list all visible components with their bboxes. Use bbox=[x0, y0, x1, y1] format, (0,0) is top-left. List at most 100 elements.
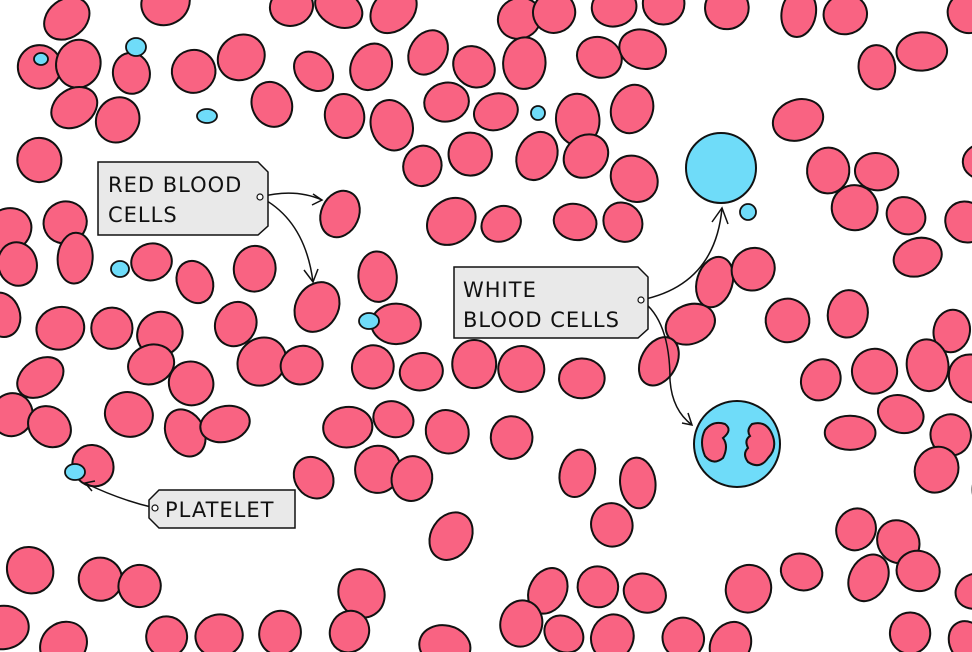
red-blood-cell bbox=[708, 620, 753, 652]
red-blood-cell bbox=[213, 300, 258, 348]
red-blood-cell bbox=[590, 502, 634, 548]
red-blood-cell bbox=[328, 609, 371, 652]
arrow-rbc-1 bbox=[259, 192, 323, 201]
white-blood-cell-neutrophil bbox=[693, 400, 781, 488]
red-blood-cell bbox=[194, 613, 244, 652]
platelet bbox=[64, 463, 86, 481]
platelets bbox=[33, 37, 757, 481]
red-blood-cell bbox=[552, 202, 598, 242]
red-blood-cell bbox=[145, 615, 189, 652]
red-blood-cell bbox=[602, 201, 644, 243]
red-blood-cell bbox=[39, 620, 88, 652]
red-blood-cell bbox=[799, 358, 842, 402]
red-blood-cell bbox=[16, 356, 65, 399]
red-blood-cell bbox=[764, 297, 811, 344]
red-blood-cell bbox=[850, 347, 899, 395]
red-blood-cell bbox=[90, 306, 134, 350]
red-blood-cell bbox=[619, 456, 657, 510]
platelet bbox=[196, 108, 218, 124]
red-blood-cell bbox=[618, 28, 667, 70]
red-blood-cell bbox=[779, 552, 824, 592]
red-blood-cell bbox=[835, 507, 877, 552]
red-blood-cell bbox=[704, 0, 750, 31]
red-blood-cell bbox=[944, 200, 972, 244]
red-blood-cell bbox=[724, 563, 773, 614]
label-text: WHITE bbox=[463, 278, 537, 302]
red-blood-cell bbox=[349, 42, 394, 92]
arrowhead-icon bbox=[711, 206, 729, 225]
label-text: BLOOD CELLS bbox=[463, 308, 620, 332]
red-blood-cell bbox=[293, 281, 341, 333]
red-blood-cell bbox=[322, 405, 374, 449]
label-red-blood-cells: RED BLOOD CELLS bbox=[97, 161, 269, 236]
red-blood-cell bbox=[489, 415, 534, 460]
red-blood-cell bbox=[279, 344, 324, 386]
red-blood-cell bbox=[609, 83, 655, 135]
red-blood-cell bbox=[407, 29, 449, 76]
red-blood-cell bbox=[5, 545, 55, 595]
red-blood-cell bbox=[423, 81, 470, 123]
red-blood-cell bbox=[258, 609, 302, 652]
red-blood-cell bbox=[250, 80, 294, 128]
red-blood-cell bbox=[402, 144, 443, 188]
red-blood-cell bbox=[27, 405, 72, 449]
red-blood-cell bbox=[946, 0, 972, 35]
red-blood-cell bbox=[497, 345, 546, 393]
red-blood-cell bbox=[0, 241, 38, 287]
red-blood-cell bbox=[35, 305, 86, 351]
red-blood-cell bbox=[426, 196, 477, 246]
red-blood-cell bbox=[888, 611, 932, 652]
red-blood-cell bbox=[622, 572, 667, 614]
red-blood-cell bbox=[947, 353, 972, 404]
red-blood-cell bbox=[77, 556, 124, 602]
platelet bbox=[739, 203, 757, 221]
red-blood-cell bbox=[730, 246, 776, 292]
red-blood-cell bbox=[543, 614, 585, 652]
red-blood-cell bbox=[372, 400, 415, 439]
red-blood-cell bbox=[56, 231, 94, 285]
red-blood-cell bbox=[236, 336, 288, 387]
red-blood-cell bbox=[0, 604, 30, 651]
red-blood-cell bbox=[424, 409, 470, 455]
red-blood-cell bbox=[929, 413, 972, 457]
red-blood-cell bbox=[451, 339, 498, 390]
red-blood-cell bbox=[199, 404, 251, 444]
red-blood-cell bbox=[319, 189, 361, 239]
red-blood-cell bbox=[905, 338, 950, 393]
red-blood-cell bbox=[357, 250, 398, 303]
red-blood-cell bbox=[170, 48, 217, 94]
label-text: CELLS bbox=[108, 203, 178, 227]
red-blood-cell bbox=[16, 44, 63, 90]
red-blood-cell bbox=[418, 624, 472, 652]
label-white-blood-cells: WHITE BLOOD CELLS bbox=[453, 266, 649, 339]
red-blood-cell bbox=[895, 31, 949, 72]
red-blood-cell bbox=[292, 455, 335, 500]
platelet bbox=[33, 52, 49, 66]
red-blood-cell bbox=[390, 455, 434, 502]
red-blood-cell bbox=[175, 259, 215, 305]
label-text: PLATELET bbox=[165, 498, 274, 522]
red-blood-cell bbox=[43, 0, 91, 41]
red-blood-cell bbox=[473, 92, 519, 132]
red-blood-cell bbox=[961, 142, 972, 181]
red-blood-cell bbox=[885, 196, 927, 236]
red-blood-cell bbox=[609, 154, 659, 203]
red-blood-cell bbox=[337, 568, 386, 619]
red-blood-cell bbox=[350, 344, 395, 390]
red-blood-cell bbox=[216, 33, 266, 82]
red-blood-cell bbox=[932, 308, 972, 354]
red-blood-cell bbox=[576, 35, 623, 79]
red-blood-cell bbox=[502, 36, 547, 90]
red-blood-cell bbox=[232, 244, 277, 293]
red-blood-cell bbox=[661, 616, 706, 652]
platelet bbox=[110, 260, 130, 278]
red-blood-cell bbox=[369, 99, 414, 152]
red-blood-cell bbox=[826, 289, 869, 339]
red-blood-cell bbox=[480, 204, 522, 243]
red-blood-cell bbox=[50, 85, 99, 130]
arrow-rbc-2 bbox=[259, 196, 314, 283]
red-blood-cell bbox=[857, 44, 897, 91]
red-blood-cell bbox=[576, 565, 620, 609]
